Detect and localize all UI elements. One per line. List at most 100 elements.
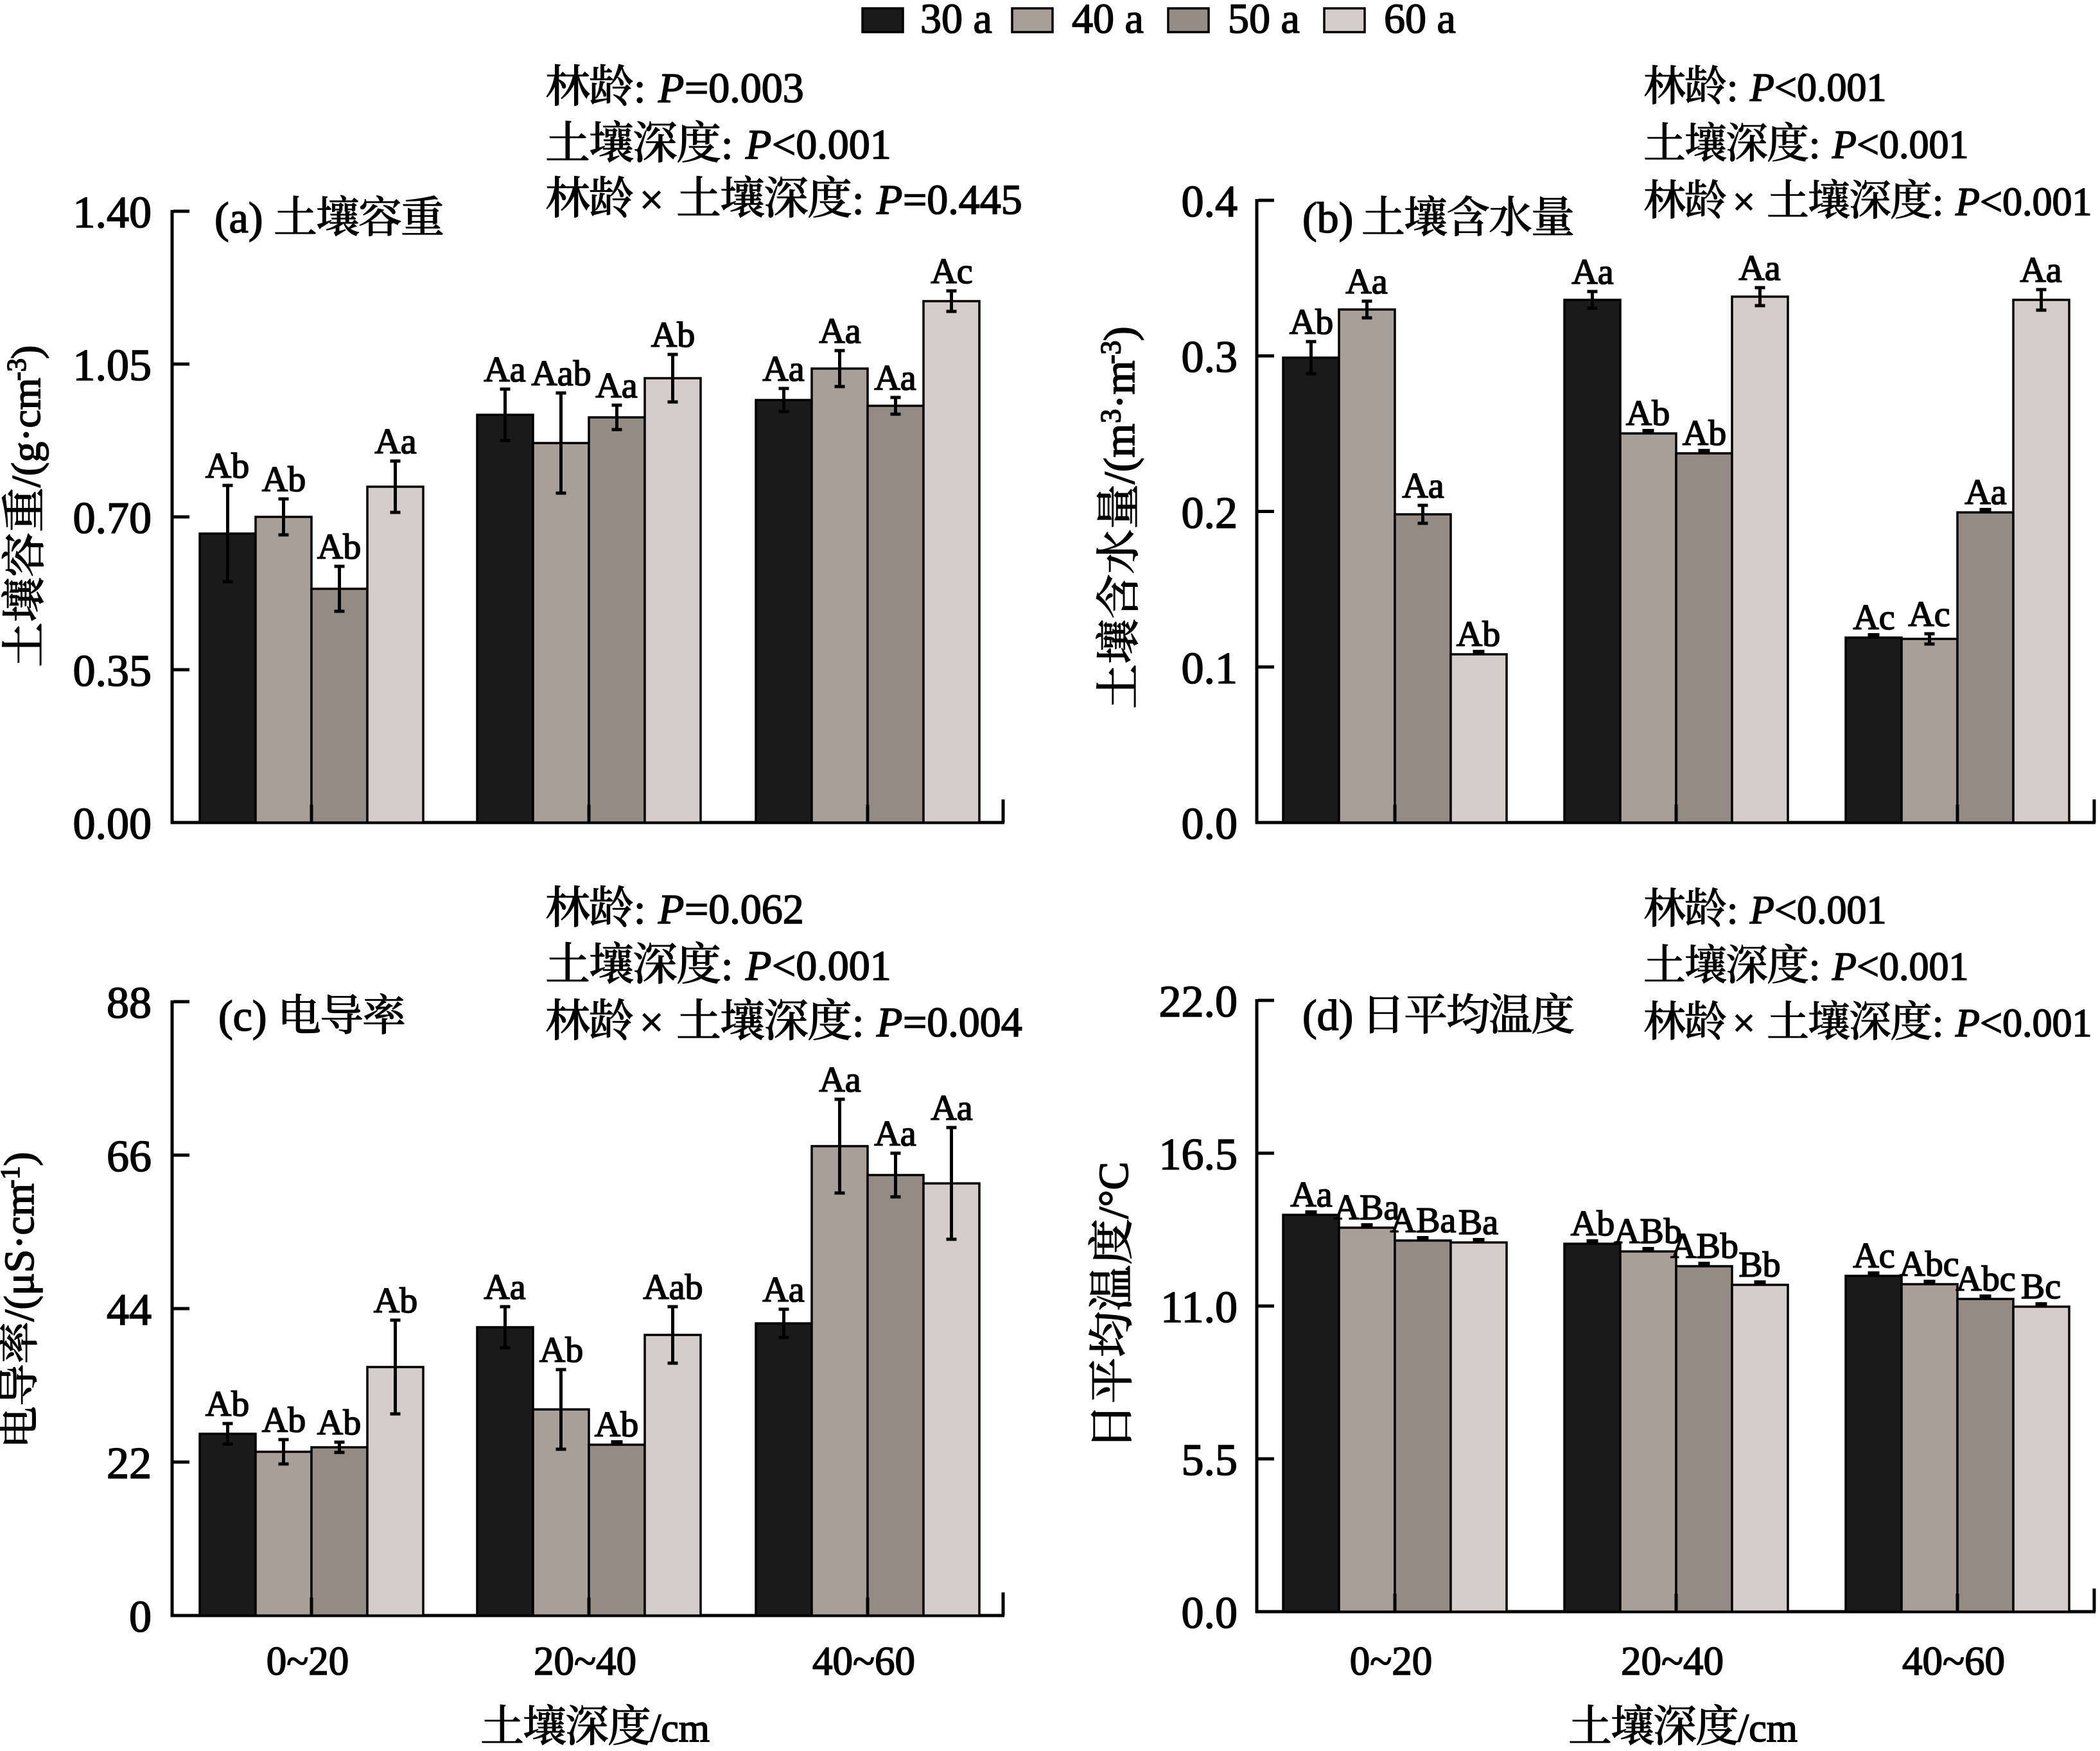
svg-text:40~60: 40~60	[1902, 1639, 2005, 1684]
svg-text:ABa: ABa	[1334, 1188, 1400, 1228]
svg-text:(b): (b)	[1302, 193, 1353, 242]
svg-text:22.0: 22.0	[1159, 977, 1238, 1027]
svg-text:): )	[3, 345, 49, 359]
svg-text:=0.062: =0.062	[685, 886, 804, 933]
svg-text:44: 44	[107, 1285, 152, 1335]
svg-text:P: P	[658, 65, 684, 112]
svg-text:Ab: Ab	[1626, 394, 1670, 433]
svg-text:Ba: Ba	[1458, 1203, 1498, 1242]
svg-text:66: 66	[107, 1132, 152, 1181]
svg-text:Aa: Aa	[1964, 473, 2006, 512]
svg-text:20~40: 20~40	[534, 1639, 636, 1684]
svg-text:<0.001: <0.001	[772, 121, 891, 168]
svg-text:Aab: Aab	[643, 1268, 703, 1307]
svg-text:P: P	[1955, 1002, 1980, 1045]
svg-text:Aa: Aa	[819, 311, 861, 351]
svg-text:Ab: Ab	[1457, 614, 1500, 654]
svg-text:=0.003: =0.003	[685, 65, 804, 112]
svg-text:Aa: Aa	[874, 1114, 916, 1154]
svg-text:P: P	[876, 177, 902, 223]
svg-text:Aa: Aa	[1738, 248, 1780, 288]
svg-text:1.05: 1.05	[73, 341, 152, 390]
svg-text:Abc: Abc	[1899, 1244, 1959, 1284]
svg-text:Ac: Ac	[1908, 595, 1950, 634]
svg-text:0.1: 0.1	[1182, 644, 1238, 693]
svg-text:(d): (d)	[1302, 991, 1353, 1040]
svg-text:Aa: Aa	[1571, 252, 1613, 292]
svg-text:-3: -3	[3, 358, 32, 381]
svg-text:×: ×	[1733, 1002, 1755, 1045]
svg-text:0.0: 0.0	[1182, 1589, 1238, 1638]
svg-text:P: P	[745, 943, 771, 989]
svg-text:Ac: Ac	[1853, 1236, 1894, 1276]
svg-text:0.3: 0.3	[1182, 333, 1238, 382]
svg-text:P: P	[1749, 66, 1774, 110]
svg-text:Ab: Ab	[1290, 302, 1333, 342]
svg-text:Ab: Ab	[1683, 414, 1726, 453]
svg-text::: :	[634, 886, 645, 933]
svg-text:-3: -3	[1095, 340, 1126, 364]
svg-text:<0.001: <0.001	[772, 943, 891, 989]
svg-text:50 a: 50 a	[1228, 0, 1300, 42]
svg-text:Aa: Aa	[1402, 466, 1444, 506]
svg-text:Ac: Ac	[931, 252, 972, 292]
svg-text:0.0: 0.0	[1182, 799, 1238, 849]
svg-text:): )	[1095, 326, 1144, 341]
svg-text:=0.004: =0.004	[903, 999, 1022, 1046]
svg-text:Ab: Ab	[262, 1400, 306, 1440]
svg-text:Ab: Ab	[206, 1384, 249, 1424]
svg-text:×: ×	[640, 177, 663, 223]
svg-text:Aa: Aa	[762, 1270, 804, 1310]
svg-text:22: 22	[107, 1439, 152, 1488]
svg-text:P: P	[1749, 889, 1774, 932]
svg-text:Aa: Aa	[484, 350, 525, 390]
svg-text:Aa: Aa	[874, 358, 916, 398]
svg-text::: :	[721, 943, 733, 989]
svg-text::: :	[1932, 180, 1943, 224]
svg-text:P: P	[658, 886, 684, 933]
svg-text:0.35: 0.35	[73, 647, 152, 696]
svg-text:/cm: /cm	[650, 1707, 710, 1748]
svg-text::: :	[721, 121, 733, 168]
svg-text:Ab: Ab	[651, 315, 695, 355]
svg-text:40~60: 40~60	[812, 1639, 915, 1684]
svg-text:/cm: /cm	[1738, 1707, 1798, 1748]
svg-text:Ab: Ab	[317, 527, 361, 567]
svg-text:Ab: Ab	[539, 1330, 583, 1370]
svg-text:40 a: 40 a	[1072, 0, 1144, 42]
svg-text:3: 3	[1095, 409, 1126, 423]
svg-text:Aa: Aa	[2020, 250, 2061, 290]
svg-text:<0.001: <0.001	[1857, 123, 1968, 167]
svg-text:P: P	[1832, 945, 1857, 989]
svg-text::: :	[852, 999, 864, 1046]
svg-text:×: ×	[1733, 180, 1755, 224]
svg-text:ABa: ABa	[1390, 1201, 1457, 1241]
svg-text:ABb: ABb	[1670, 1226, 1738, 1266]
svg-text:88: 88	[107, 979, 152, 1028]
svg-text:30 a: 30 a	[920, 0, 992, 42]
svg-text:Aa: Aa	[374, 422, 416, 462]
svg-text:<0.001: <0.001	[1774, 66, 1886, 110]
svg-text:(a): (a)	[214, 193, 263, 242]
svg-text:<0.001: <0.001	[1980, 180, 2092, 224]
svg-text:Ab: Ab	[317, 1403, 361, 1443]
svg-text:/(μS·cm: /(μS·cm	[0, 1183, 43, 1321]
svg-text:P: P	[1955, 180, 1980, 224]
svg-text:P: P	[1832, 123, 1857, 167]
svg-text:Aab: Aab	[531, 354, 591, 394]
svg-text:Aa: Aa	[931, 1088, 972, 1128]
svg-text:Aa: Aa	[595, 366, 637, 406]
svg-text::: :	[1809, 123, 1820, 167]
svg-text:Aa: Aa	[1290, 1175, 1332, 1215]
svg-text:Bc: Bc	[2021, 1267, 2061, 1307]
svg-text:0~20: 0~20	[267, 1639, 349, 1684]
svg-text:<0.001: <0.001	[1774, 889, 1886, 932]
svg-text::: :	[634, 65, 645, 112]
svg-text:0~20: 0~20	[1350, 1639, 1433, 1684]
svg-text:5.5: 5.5	[1182, 1436, 1238, 1485]
svg-text:20~40: 20~40	[1621, 1639, 1724, 1684]
svg-text:Ab: Ab	[1571, 1204, 1614, 1244]
svg-text:): )	[0, 1152, 43, 1166]
svg-text:Aa: Aa	[819, 1060, 861, 1100]
svg-text:Ab: Ab	[262, 460, 306, 500]
